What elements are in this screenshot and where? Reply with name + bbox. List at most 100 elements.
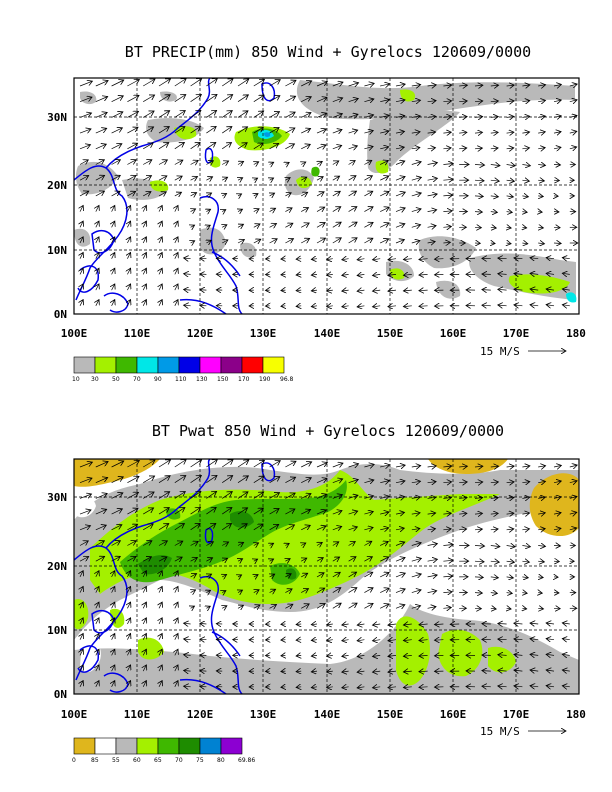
wind-arrow (490, 132, 498, 133)
wind-arrow (296, 259, 301, 260)
wind-arrow (506, 546, 516, 547)
wind-arrow (498, 274, 507, 275)
wind-arrow (112, 665, 115, 672)
wind-arrow (269, 524, 279, 531)
wind-arrow (506, 513, 514, 514)
wind-arrow (342, 290, 349, 291)
wind-arrow (546, 654, 555, 655)
wind-arrow (474, 180, 484, 181)
wind-arrow (112, 268, 115, 275)
wind-arrow (95, 462, 108, 468)
wind-arrow (285, 112, 295, 118)
wind-arrow (80, 300, 83, 306)
wind-arrow (96, 253, 99, 259)
wind-arrow (435, 640, 444, 641)
wind-arrow (507, 227, 512, 228)
wind-arrow (569, 147, 577, 149)
wind-arrow (285, 543, 289, 545)
wind-arrow (96, 237, 99, 244)
wind-arrow (435, 624, 444, 625)
wind-arrow (285, 239, 293, 243)
wind-arrow (332, 588, 341, 593)
wind-arrow (562, 686, 570, 687)
wind-arrow (127, 665, 130, 672)
wind-arrow (506, 482, 514, 483)
wind-arrow (159, 253, 162, 259)
wind-arrow (143, 284, 146, 291)
wind-arrow (143, 586, 146, 593)
wind-arrow (569, 84, 577, 86)
wind-arrow (206, 507, 216, 515)
wind-arrow (222, 79, 233, 87)
wind-arrow (79, 557, 89, 562)
wind-arrow (411, 574, 422, 577)
wind-arrow (553, 481, 561, 483)
wind-arrow (411, 543, 421, 546)
wind-arrow (348, 99, 359, 102)
wind-arrow (443, 545, 453, 546)
wind-arrow (269, 112, 280, 118)
wind-arrow (490, 196, 499, 197)
x-tick-label: 140E (314, 708, 341, 721)
wind-arrow (316, 463, 327, 468)
wind-arrow (530, 305, 539, 306)
wind-arrow (143, 681, 146, 687)
wind-arrow (254, 162, 259, 165)
wind-arrow (538, 85, 545, 86)
wind-arrow (490, 227, 497, 228)
wind-arrow (96, 665, 99, 672)
wind-arrow (222, 524, 231, 531)
wind-arrow (190, 177, 198, 181)
x-tick-label: 180 (566, 327, 586, 340)
wind-arrow (111, 493, 123, 499)
wind-arrow (184, 686, 191, 687)
wind-arrow (269, 493, 280, 499)
wind-arrow (364, 238, 373, 244)
wind-arrow (80, 253, 83, 259)
wind-arrow (253, 476, 264, 483)
wind-arrow (530, 686, 539, 687)
wind-arrow (296, 306, 301, 307)
wind-arrow (159, 571, 162, 578)
wind-arrow (506, 132, 514, 133)
wind-arrow (127, 191, 135, 196)
wind-arrow (159, 268, 162, 275)
wind-arrow (317, 161, 322, 164)
wind-arrow (222, 210, 226, 212)
wind-arrow (238, 209, 243, 211)
wind-arrow (474, 196, 483, 197)
wind-arrow (112, 602, 115, 609)
wind-arrow (95, 525, 107, 531)
wind-arrow (530, 273, 539, 274)
wind-arrow (317, 542, 322, 545)
wind-arrow (435, 259, 444, 260)
wind-arrow (332, 191, 341, 196)
wind-arrow (96, 649, 99, 656)
wind-arrow (253, 127, 264, 134)
wind-arrow (190, 491, 201, 499)
wind-arrow (490, 101, 499, 102)
wind-arrow (348, 238, 358, 244)
wind-arrow (522, 513, 529, 514)
wind-arrow (96, 268, 99, 275)
wind-arrow (127, 300, 130, 306)
wind-arrow (411, 558, 422, 561)
wind-arrow (316, 588, 325, 593)
colorbar-label: 70 (175, 757, 183, 764)
wind-arrow (96, 221, 99, 228)
wind-arrow (327, 259, 333, 260)
wind-arrow (427, 544, 438, 546)
x-tick-label: 110E (124, 708, 151, 721)
wind-arrow (316, 97, 327, 101)
wind-arrow (364, 83, 374, 86)
wind-arrow (474, 546, 485, 547)
wind-arrow (253, 239, 261, 243)
wind-arrow (380, 161, 388, 165)
wind-arrow (175, 618, 178, 625)
wind-arrow (403, 687, 412, 688)
wind-arrow (388, 274, 397, 275)
wind-arrow (546, 623, 555, 624)
wind-arrow (159, 681, 162, 687)
wind-arrow (427, 101, 437, 102)
wind-arrow (553, 147, 561, 149)
